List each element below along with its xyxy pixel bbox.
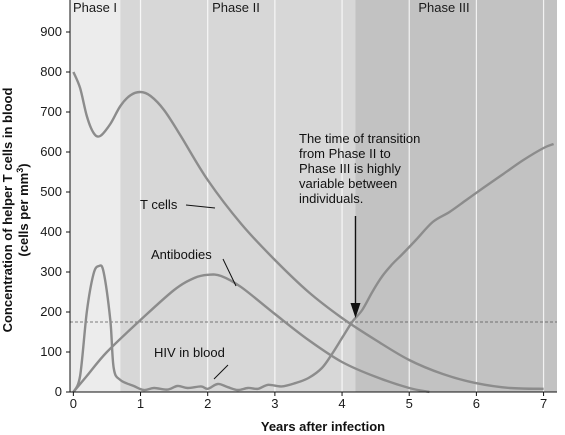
phase-label-3: Phase III <box>418 0 469 15</box>
phase-label-1: Phase I <box>73 0 117 15</box>
phase-bands <box>70 0 557 392</box>
phase-band-3 <box>355 0 557 392</box>
y-tick-label-800: 800 <box>40 64 62 79</box>
y-tick-label-0: 0 <box>55 384 62 399</box>
tick-labels: 0 100 200 300 400 500 600 700 800 900 0 1 2 3 4 5 6 7 <box>40 24 547 411</box>
annotation-line-2: from Phase II to <box>299 146 391 161</box>
phase-band-2 <box>120 0 356 392</box>
y-tick-label-600: 600 <box>40 144 62 159</box>
x-tick-label-6: 6 <box>473 396 480 411</box>
y-tick-label-900: 900 <box>40 24 62 39</box>
annotation-arrow-head <box>350 303 361 318</box>
y-axis-title-main: (cells per mm <box>16 173 31 257</box>
phase-label-2: Phase II <box>212 0 260 15</box>
t-cells-curve <box>72 71 544 390</box>
t-cells-label: T cells <box>140 197 178 212</box>
antibodies-curve <box>72 273 430 394</box>
y-tick-label-100: 100 <box>40 344 62 359</box>
y-tick-label-400: 400 <box>40 224 62 239</box>
phase-labels: Phase I Phase II Phase III <box>73 0 470 15</box>
y-tick-label-700: 700 <box>40 104 62 119</box>
hiv-label: HIV in blood <box>154 345 225 360</box>
annotation-line-4: variable between <box>299 176 397 191</box>
y-tick-label-200: 200 <box>40 304 62 319</box>
x-tick-label-7: 7 <box>540 396 547 411</box>
t-cells-leader <box>185 204 216 209</box>
axes <box>69 0 557 393</box>
x-tick-label-4: 4 <box>338 396 345 411</box>
phase-band-1 <box>70 0 121 392</box>
x-tick-label-3: 3 <box>271 396 278 411</box>
gridlines <box>139 0 545 392</box>
y-tick-label-300: 300 <box>40 264 62 279</box>
y-axis-title-end: ) <box>16 163 31 167</box>
y-axis-title-line2: (cells per mm3) <box>15 163 31 256</box>
curves <box>72 71 555 394</box>
x-tick-label-2: 2 <box>204 396 211 411</box>
annotation-line-5: individuals. <box>299 191 363 206</box>
y-tick-label-500: 500 <box>40 184 62 199</box>
antibodies-leader <box>222 258 237 287</box>
series-labels: T cells Antibodies HIV in blood <box>140 197 237 380</box>
annotation-line-3: Phase III is highly <box>299 161 401 176</box>
x-tick-label-0: 0 <box>70 396 77 411</box>
hiv-leader <box>213 364 229 380</box>
annotation-line-1: The time of transition <box>299 131 420 146</box>
hiv-curve <box>72 142 555 393</box>
y-axis-title-line1: Concentration of helper T cells in blood <box>0 88 15 333</box>
x-tick-label-5: 5 <box>406 396 413 411</box>
x-tick-label-1: 1 <box>137 396 144 411</box>
antibodies-label: Antibodies <box>151 247 212 262</box>
y-axis-title-sup: 3 <box>15 168 25 173</box>
x-axis-title: Years after infection <box>261 419 385 434</box>
